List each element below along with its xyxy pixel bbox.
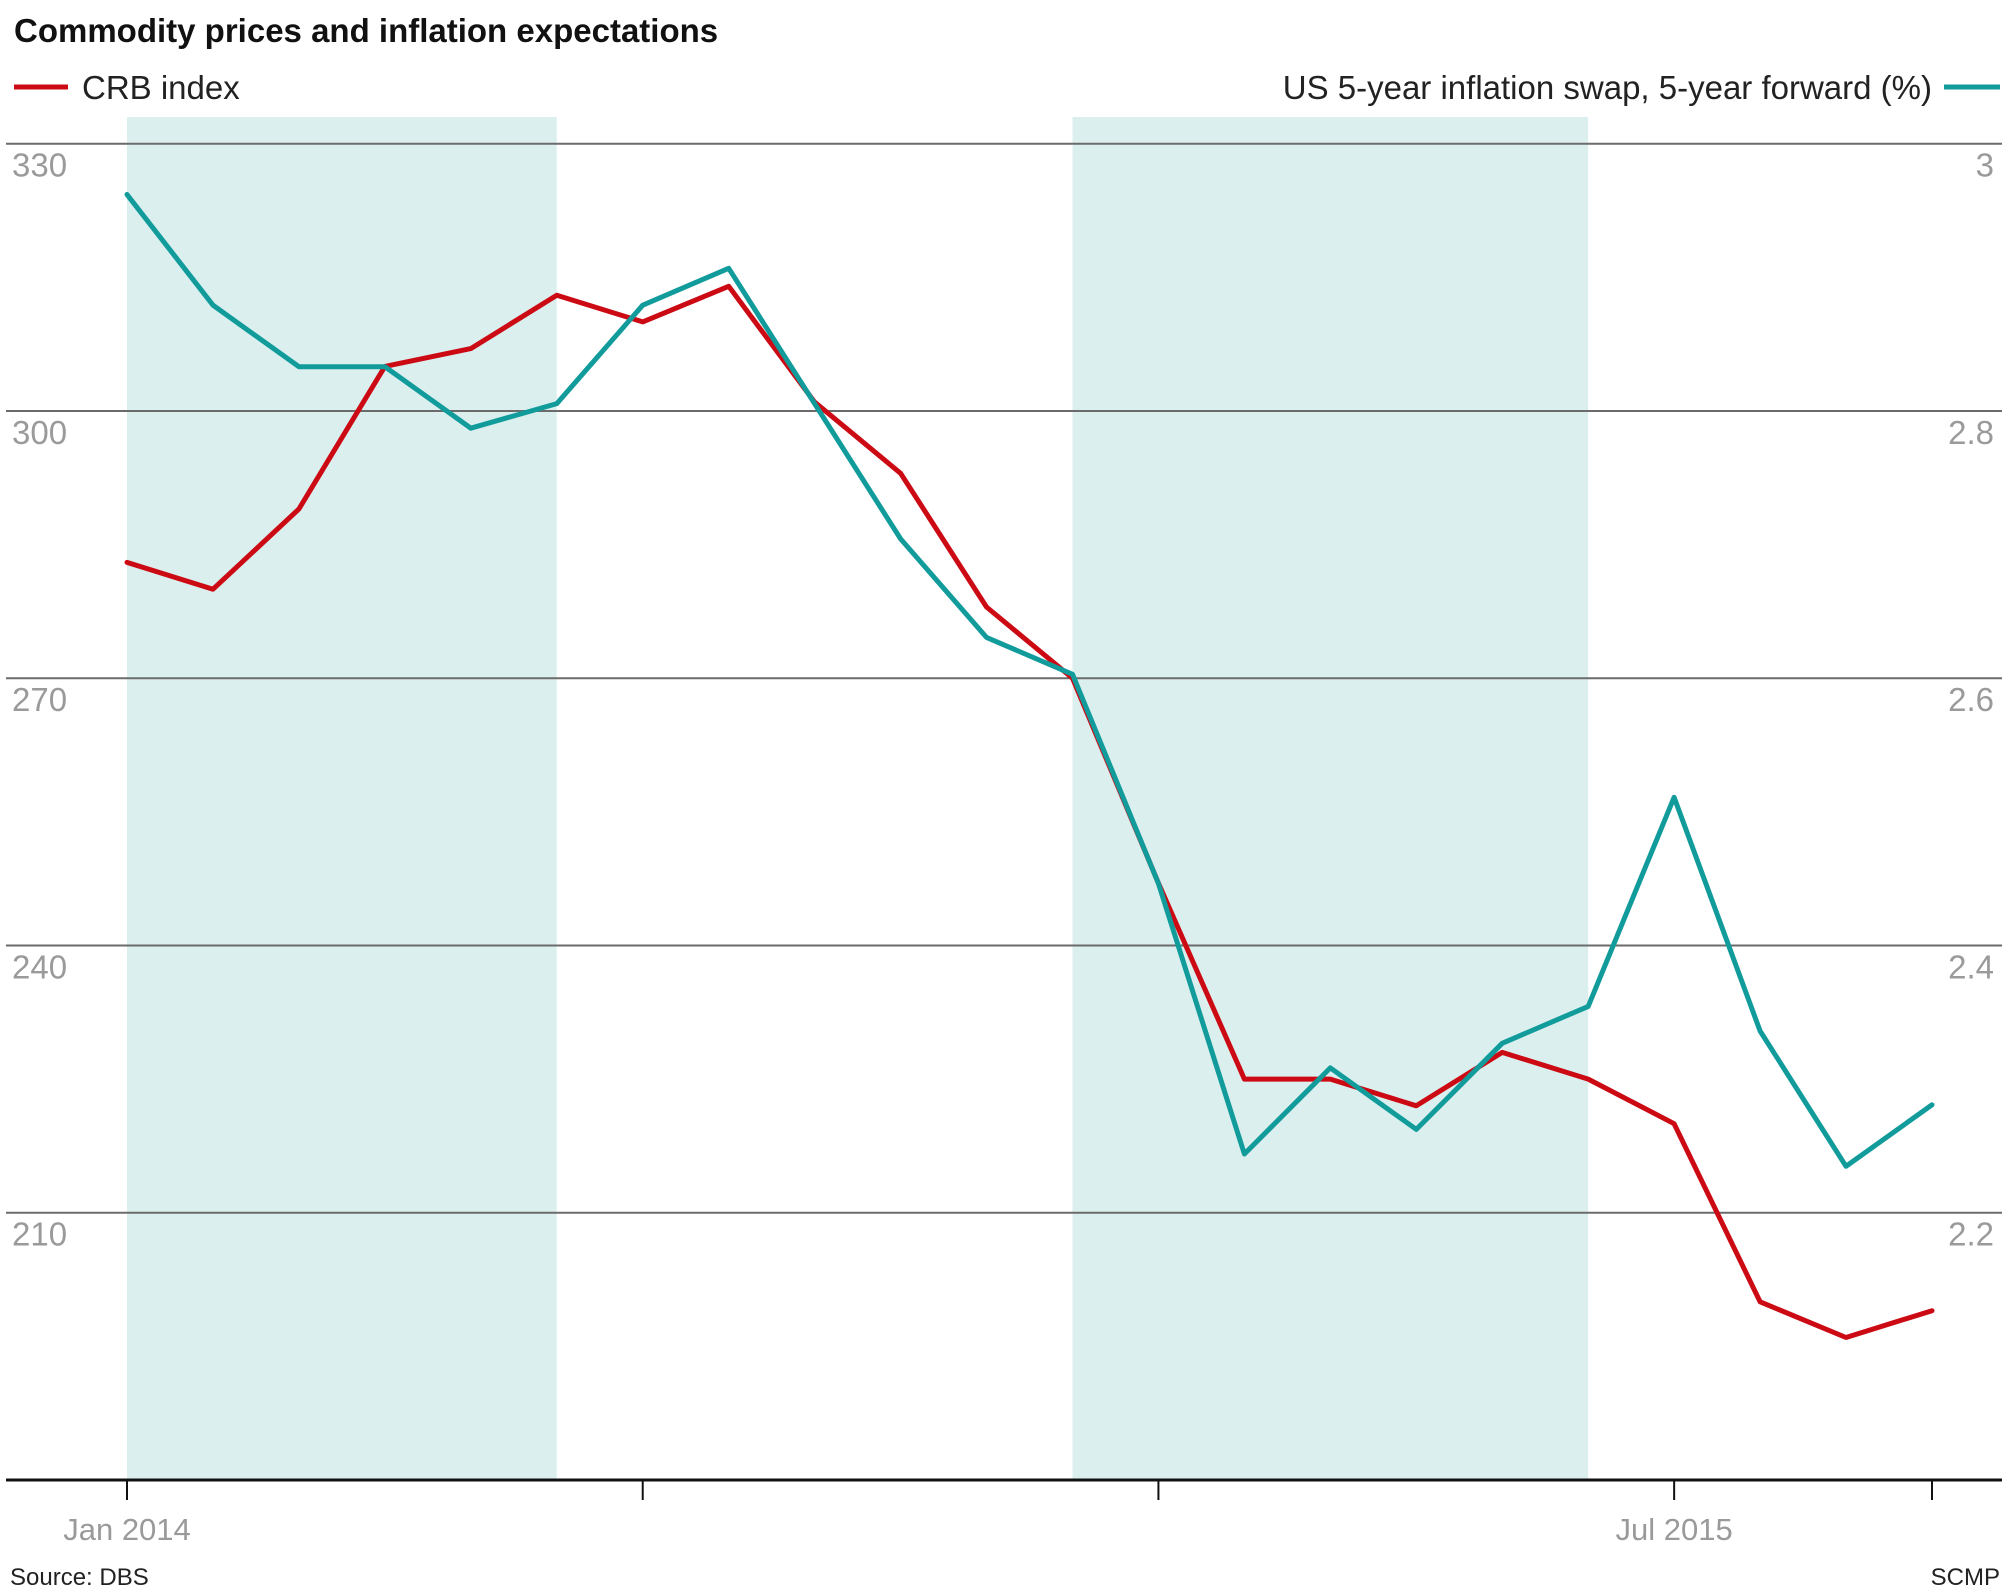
- series-lines: [124, 192, 1935, 1340]
- shaded-period-1: [127, 117, 557, 1480]
- legend: CRB index US 5-year inflation swap, 5-ye…: [14, 69, 2000, 106]
- y-left-tick-210: 210: [12, 1216, 67, 1253]
- x-tick-label-1: Jan 2014: [63, 1512, 191, 1547]
- legend-label-crb: CRB index: [82, 69, 240, 106]
- credit-note: SCMP: [1931, 1564, 2000, 1591]
- y-right-tick-2.8: 2.8: [1948, 414, 1994, 451]
- y-left-tick-330: 330: [12, 147, 67, 184]
- series-line-swap: [124, 192, 1935, 1169]
- series-line-crb: [124, 283, 1935, 1340]
- source-note: Source: DBS: [10, 1564, 149, 1591]
- legend-label-swap: US 5-year inflation swap, 5-year forward…: [1283, 69, 1932, 106]
- x-axis-ticks: Jan 2014 Jul 2015: [63, 1480, 1933, 1547]
- y-left-tick-240: 240: [12, 948, 67, 985]
- shaded-period-2: [1072, 117, 1589, 1480]
- gridlines: [6, 142, 2002, 1214]
- y-right-tick-2.4: 2.4: [1948, 948, 1994, 985]
- y-left-tick-270: 270: [12, 681, 67, 718]
- y-right-tick-2.6: 2.6: [1948, 681, 1994, 718]
- chart-title: Commodity prices and inflation expectati…: [14, 12, 718, 49]
- y-right-tick-2.2: 2.2: [1948, 1216, 1994, 1253]
- y-right-tick-3: 3: [1976, 147, 1994, 184]
- y-tick-labels: 330 3 300 2.8 270 2.6 240 2.4 210 2.2: [12, 147, 1994, 1253]
- x-tick-label-2: Jul 2015: [1616, 1512, 1733, 1547]
- y-left-tick-300: 300: [12, 414, 67, 451]
- shaded-periods: [127, 117, 1589, 1480]
